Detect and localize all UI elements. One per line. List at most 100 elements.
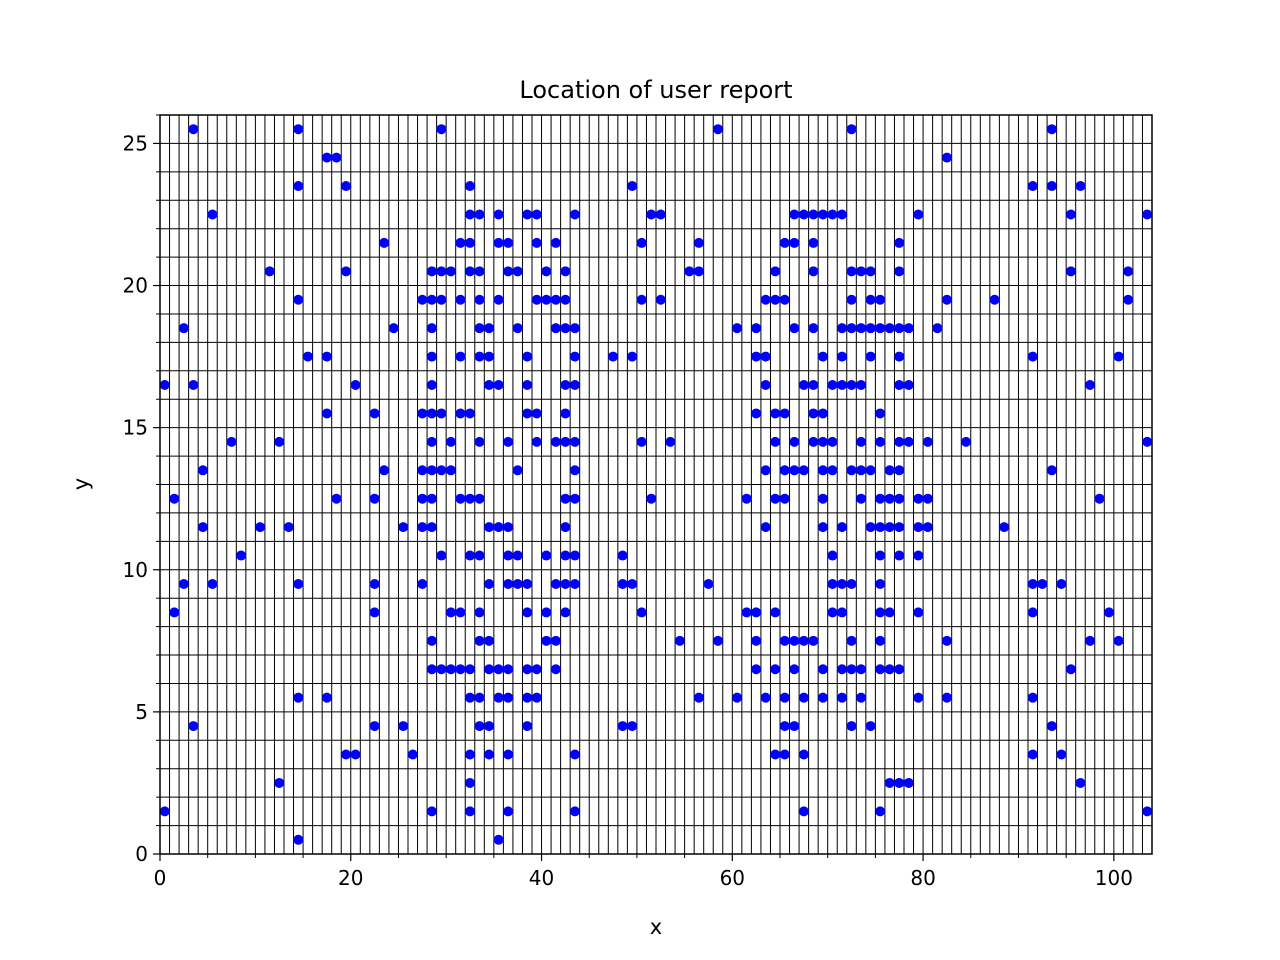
data-point <box>369 578 380 589</box>
data-point <box>503 550 514 561</box>
data-point <box>178 578 189 589</box>
data-point <box>1113 635 1124 646</box>
data-point <box>350 749 361 760</box>
data-point <box>503 664 514 675</box>
data-point <box>484 522 495 533</box>
data-point <box>321 692 332 703</box>
data-point <box>913 209 924 220</box>
data-point <box>445 465 456 476</box>
data-point <box>884 664 895 675</box>
data-point <box>827 465 838 476</box>
data-point <box>827 550 838 561</box>
data-point <box>426 806 437 817</box>
data-point <box>1027 351 1038 362</box>
data-point <box>531 692 542 703</box>
data-point <box>922 493 933 504</box>
data-point <box>550 237 561 248</box>
data-point <box>846 380 857 391</box>
data-point <box>903 436 914 447</box>
data-point <box>846 124 857 135</box>
data-point <box>1065 209 1076 220</box>
data-point <box>875 522 886 533</box>
data-point <box>512 323 523 334</box>
data-point <box>465 777 475 788</box>
data-point <box>837 323 847 334</box>
grid-lines <box>159 114 1153 855</box>
data-point <box>856 380 867 391</box>
data-point <box>827 607 838 618</box>
data-point <box>798 380 809 391</box>
data-point <box>770 664 781 675</box>
data-point <box>808 408 819 419</box>
data-point <box>398 721 409 732</box>
data-point <box>293 124 304 135</box>
data-point <box>1113 351 1124 362</box>
data-point <box>522 578 533 589</box>
data-point <box>407 749 418 760</box>
data-point <box>913 607 924 618</box>
data-point <box>1046 181 1057 192</box>
x-tick-label: 0 <box>154 866 167 890</box>
data-point <box>569 578 580 589</box>
data-point <box>636 436 647 447</box>
data-point <box>560 266 571 277</box>
data-point <box>465 692 475 703</box>
data-point <box>541 294 552 305</box>
data-point <box>293 692 304 703</box>
data-point <box>770 266 781 277</box>
data-point <box>856 266 867 277</box>
data-point <box>703 578 714 589</box>
data-point <box>436 550 447 561</box>
data-point <box>560 493 571 504</box>
data-point <box>903 380 914 391</box>
data-point <box>884 777 895 788</box>
data-point <box>569 323 580 334</box>
data-point <box>503 522 514 533</box>
data-point <box>197 522 208 533</box>
data-point <box>837 380 847 391</box>
data-point <box>798 806 809 817</box>
data-point <box>493 209 504 220</box>
data-point <box>856 436 867 447</box>
data-point <box>798 749 809 760</box>
data-point <box>627 578 638 589</box>
data-point <box>865 721 876 732</box>
data-point <box>274 777 285 788</box>
data-point <box>1046 465 1057 476</box>
data-point <box>560 607 571 618</box>
data-point <box>484 635 495 646</box>
data-point <box>827 380 838 391</box>
data-point <box>541 550 552 561</box>
data-point <box>732 692 743 703</box>
data-point <box>436 294 447 305</box>
data-point <box>522 721 533 732</box>
data-point <box>531 408 542 419</box>
data-point <box>789 465 800 476</box>
data-point <box>884 522 895 533</box>
data-point <box>1027 607 1038 618</box>
data-point <box>293 834 304 845</box>
data-point <box>503 806 514 817</box>
data-point <box>856 664 867 675</box>
data-point <box>903 777 914 788</box>
data-point <box>789 323 800 334</box>
data-point <box>827 436 838 447</box>
data-point <box>770 607 781 618</box>
data-point <box>913 493 924 504</box>
data-point <box>503 436 514 447</box>
data-point <box>789 664 800 675</box>
data-point <box>426 266 437 277</box>
data-point <box>474 550 485 561</box>
data-point <box>474 607 485 618</box>
data-point <box>646 493 657 504</box>
data-point <box>636 607 647 618</box>
data-point <box>445 607 456 618</box>
data-point <box>655 209 666 220</box>
data-point <box>913 692 924 703</box>
data-point <box>856 323 867 334</box>
data-point <box>550 436 561 447</box>
data-point <box>341 749 351 760</box>
data-point <box>1065 266 1076 277</box>
data-point <box>941 692 952 703</box>
data-point <box>760 380 771 391</box>
